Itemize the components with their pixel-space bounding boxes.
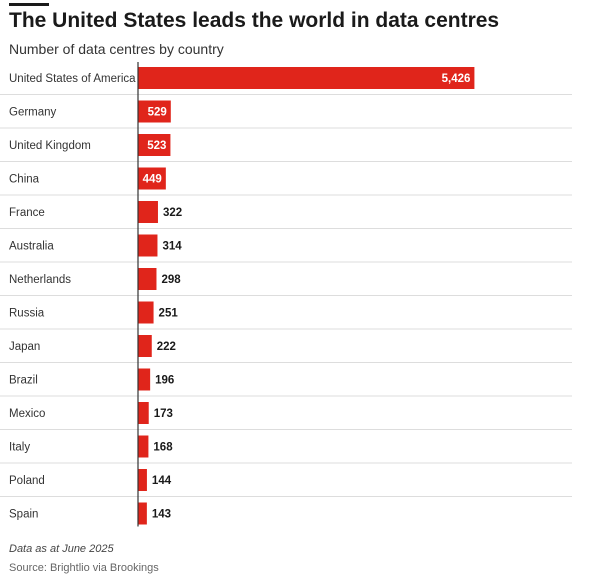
bar-japan bbox=[138, 335, 152, 357]
bar-united-kingdom bbox=[138, 134, 171, 156]
category-label-italy: Italy bbox=[9, 442, 30, 454]
value-label-australia: 314 bbox=[162, 241, 182, 253]
bar-chart: United States of America 5,426 Germany 529 U… bbox=[0, 62, 572, 527]
value-label-mexico: 173 bbox=[154, 408, 173, 420]
title-accent-rule bbox=[9, 3, 49, 6]
bar-brazil bbox=[138, 368, 151, 391]
value-label-united-kingdom: 523 bbox=[147, 140, 166, 152]
category-label-united-kingdom: United Kingdom bbox=[9, 140, 91, 152]
value-label-russia: 251 bbox=[159, 308, 179, 320]
chart-title: The United States leads the world in dat… bbox=[9, 9, 500, 32]
value-label-netherlands: 298 bbox=[161, 274, 181, 286]
category-label-netherlands: Netherlands bbox=[9, 274, 71, 286]
bar-italy bbox=[138, 435, 149, 458]
value-label-brazil: 196 bbox=[155, 375, 174, 387]
bar-poland bbox=[138, 469, 147, 491]
bar-mexico bbox=[138, 402, 149, 424]
category-label-france: France bbox=[9, 207, 45, 219]
bar-united-states-of-america bbox=[138, 67, 475, 89]
category-label-japan: Japan bbox=[9, 341, 40, 353]
category-label-united-states-of-america: United States of America bbox=[9, 73, 136, 85]
value-label-spain: 143 bbox=[152, 509, 171, 521]
bar-netherlands bbox=[138, 268, 157, 290]
category-label-china: China bbox=[9, 174, 40, 186]
bar-spain bbox=[138, 502, 147, 525]
bar-russia bbox=[138, 301, 154, 324]
category-label-brazil: Brazil bbox=[9, 375, 38, 387]
data-date-note: Data as at June 2025 bbox=[9, 543, 114, 555]
category-label-mexico: Mexico bbox=[9, 408, 45, 420]
chart-subtitle: Number of data centres by country bbox=[9, 41, 224, 57]
bar-australia bbox=[138, 234, 158, 257]
bar-france bbox=[138, 201, 158, 223]
source-note: Source: Brightlio via Brookings bbox=[9, 562, 159, 574]
value-label-united-states-of-america: 5,426 bbox=[442, 73, 471, 85]
category-label-germany: Germany bbox=[9, 107, 57, 119]
category-label-australia: Australia bbox=[9, 241, 54, 253]
value-label-japan: 222 bbox=[157, 341, 176, 353]
value-label-germany: 529 bbox=[148, 107, 167, 119]
bar-china bbox=[138, 167, 166, 190]
value-label-france: 322 bbox=[163, 207, 182, 219]
value-label-china: 449 bbox=[143, 174, 162, 186]
category-label-spain: Spain bbox=[9, 509, 38, 521]
value-label-italy: 168 bbox=[153, 442, 173, 454]
category-label-russia: Russia bbox=[9, 308, 45, 320]
category-label-poland: Poland bbox=[9, 475, 45, 487]
bar-germany bbox=[138, 100, 171, 123]
value-label-poland: 144 bbox=[152, 475, 172, 487]
